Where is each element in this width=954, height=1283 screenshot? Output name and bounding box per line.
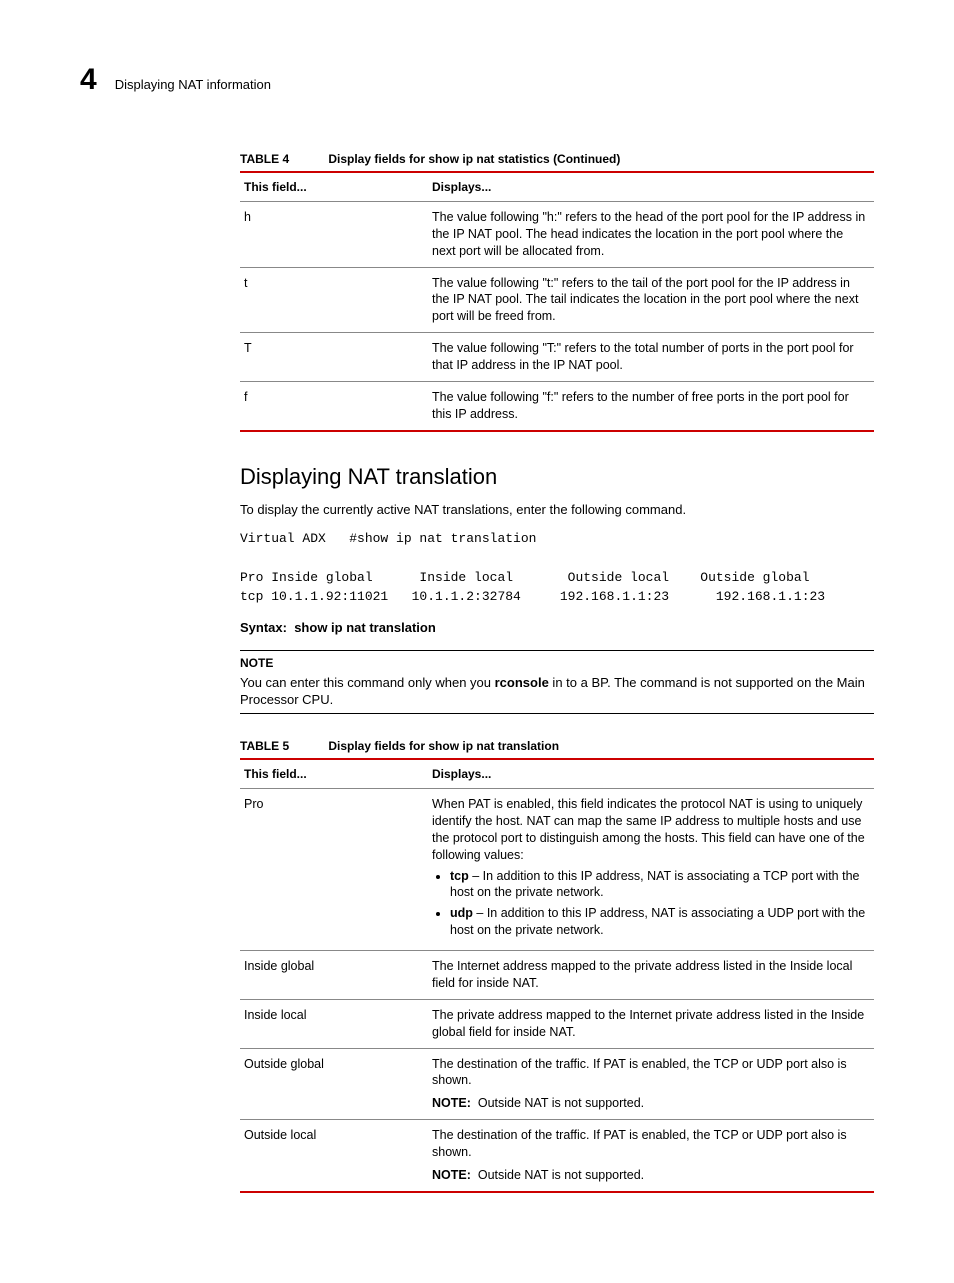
field-cell: Outside global bbox=[240, 1048, 428, 1120]
desc-cell: The value following "f:" refers to the n… bbox=[428, 381, 874, 430]
desc-cell: The value following "T:" refers to the t… bbox=[428, 333, 874, 382]
field-cell: T bbox=[240, 333, 428, 382]
desc-cell: When PAT is enabled, this field indicate… bbox=[428, 789, 874, 951]
section-heading: Displaying NAT translation bbox=[240, 462, 874, 492]
desc-cell: The destination of the traffic. If PAT i… bbox=[428, 1048, 874, 1120]
table5-caption: TABLE 5 Display fields for show ip nat t… bbox=[240, 738, 874, 760]
table5: This field... Displays... Pro When PAT i… bbox=[240, 760, 874, 1193]
list-item: tcp – In addition to this IP address, NA… bbox=[450, 868, 870, 902]
desc-cell: The value following "t:" refers to the t… bbox=[428, 267, 874, 333]
table-row: Outside global The destination of the tr… bbox=[240, 1048, 874, 1120]
field-cell: f bbox=[240, 381, 428, 430]
section-intro: To display the currently active NAT tran… bbox=[240, 501, 874, 519]
syntax-label: Syntax: bbox=[240, 620, 287, 635]
page-title: Displaying NAT information bbox=[115, 76, 271, 94]
table4: This field... Displays... h The value fo… bbox=[240, 173, 874, 432]
table-row: h The value following "h:" refers to the… bbox=[240, 201, 874, 267]
table4-caption: TABLE 4 Display fields for show ip nat s… bbox=[240, 151, 874, 173]
table-row: Outside local The destination of the tra… bbox=[240, 1120, 874, 1192]
syntax-command: show ip nat translation bbox=[294, 620, 436, 635]
table-row: f The value following "f:" refers to the… bbox=[240, 381, 874, 430]
command-output: Virtual ADX #show ip nat translation Pro… bbox=[240, 529, 874, 607]
table-row: Inside local The private address mapped … bbox=[240, 999, 874, 1048]
field-cell: Pro bbox=[240, 789, 428, 951]
table4-col2-header: Displays... bbox=[428, 173, 874, 202]
table-row: T The value following "T:" refers to the… bbox=[240, 333, 874, 382]
pro-values-list: tcp – In addition to this IP address, NA… bbox=[432, 868, 870, 940]
note-body: You can enter this command only when you… bbox=[240, 674, 874, 709]
table5-col2-header: Displays... bbox=[428, 760, 874, 789]
field-cell: Inside local bbox=[240, 999, 428, 1048]
field-cell: Inside global bbox=[240, 951, 428, 1000]
table-row: Inside global The Internet address mappe… bbox=[240, 951, 874, 1000]
page-content: TABLE 4 Display fields for show ip nat s… bbox=[240, 151, 874, 1193]
page-header: 4 Displaying NAT information bbox=[80, 60, 874, 101]
table5-caption-text: Display fields for show ip nat translati… bbox=[328, 739, 559, 753]
note-label: NOTE bbox=[240, 655, 874, 671]
table-row: t The value following "t:" refers to the… bbox=[240, 267, 874, 333]
desc-cell: The Internet address mapped to the priva… bbox=[428, 951, 874, 1000]
table4-label: TABLE 4 bbox=[240, 151, 325, 167]
table4-caption-text: Display fields for show ip nat statistic… bbox=[328, 152, 620, 166]
desc-cell: The private address mapped to the Intern… bbox=[428, 999, 874, 1048]
page-number: 4 bbox=[80, 60, 97, 101]
list-item: udp – In addition to this IP address, NA… bbox=[450, 905, 870, 939]
table5-col1-header: This field... bbox=[240, 760, 428, 789]
field-cell: Outside local bbox=[240, 1120, 428, 1192]
table4-col1-header: This field... bbox=[240, 173, 428, 202]
field-cell: h bbox=[240, 201, 428, 267]
desc-cell: The destination of the traffic. If PAT i… bbox=[428, 1120, 874, 1192]
note-block: NOTE You can enter this command only whe… bbox=[240, 650, 874, 713]
desc-cell: The value following "h:" refers to the h… bbox=[428, 201, 874, 267]
field-cell: t bbox=[240, 267, 428, 333]
table-row: Pro When PAT is enabled, this field indi… bbox=[240, 789, 874, 951]
table5-label: TABLE 5 bbox=[240, 738, 325, 754]
syntax-line: Syntax: show ip nat translation bbox=[240, 619, 874, 637]
